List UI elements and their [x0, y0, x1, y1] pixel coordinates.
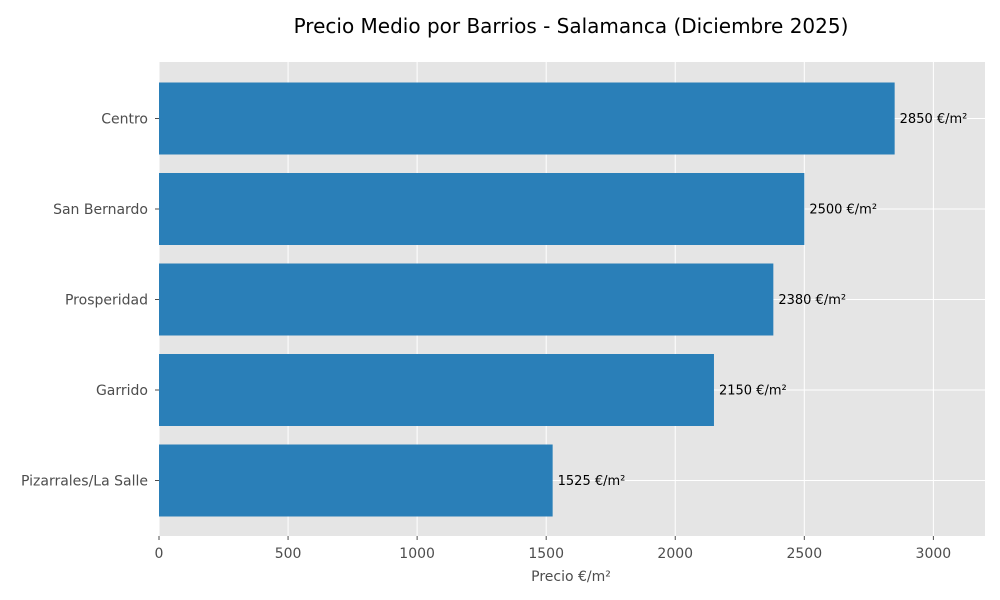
- bar: [159, 82, 895, 155]
- x-tick-label: 3000: [916, 546, 952, 562]
- bar: [159, 444, 553, 517]
- bar: [159, 173, 805, 245]
- x-tick-label: 1500: [528, 546, 564, 562]
- bar: [159, 263, 774, 336]
- bar-value-label: 2150 €/m²: [719, 384, 787, 399]
- x-tick-label: 2000: [657, 546, 693, 562]
- x-tick-label: 1000: [399, 546, 435, 562]
- y-tick-label: Garrido: [96, 383, 148, 399]
- y-tick-label: San Bernardo: [53, 202, 148, 218]
- bar: [159, 354, 714, 426]
- y-tick-label: Pizarrales/La Salle: [21, 474, 148, 490]
- chart-title: Precio Medio por Barrios - Salamanca (Di…: [294, 14, 849, 38]
- value-labels: 2850 €/m² 2500 €/m² 2380 €/m² 2150 €/m² 1525…: [558, 112, 968, 489]
- y-tick-label: Prosperidad: [65, 293, 148, 309]
- bar-value-label: 2380 €/m²: [778, 293, 846, 308]
- bar-value-label: 2850 €/m²: [900, 112, 968, 127]
- x-tick-label: 0: [155, 546, 164, 562]
- x-tick-label: 500: [275, 546, 302, 562]
- x-axis-ticks: 0 500 1000 1500 2000 2500 3000: [155, 536, 952, 562]
- y-tick-label: Centro: [101, 112, 148, 128]
- bar-value-label: 1525 €/m²: [558, 474, 626, 489]
- bar-value-label: 2500 €/m²: [809, 203, 877, 218]
- x-axis-label: Precio €/m²: [531, 569, 611, 585]
- y-axis-ticks: Centro San Bernardo Prosperidad Garrido Piza…: [21, 112, 159, 490]
- x-tick-label: 2500: [786, 546, 822, 562]
- bars: [159, 82, 895, 517]
